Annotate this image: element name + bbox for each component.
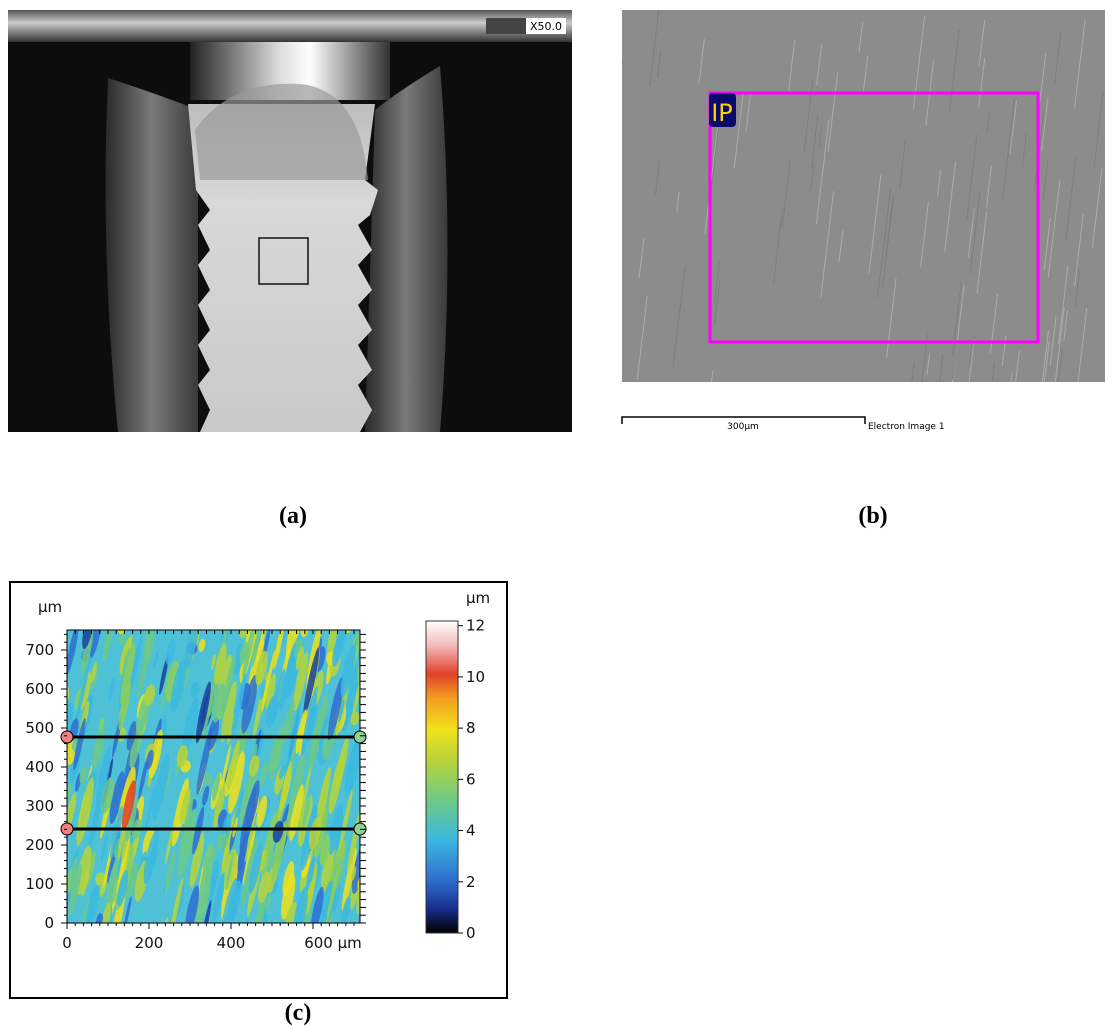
- image-name: Electron Image 1: [868, 422, 945, 432]
- panel-label: (c): [285, 1000, 312, 1026]
- region-label: IP: [711, 99, 733, 127]
- y-tick-label: 0: [44, 914, 54, 932]
- colorbar-tick-label: 2: [466, 873, 476, 891]
- colorbar-unit: µm: [466, 589, 490, 607]
- colorbar-tick-label: 8: [466, 719, 476, 737]
- y-tick-label: 500: [25, 719, 54, 737]
- figure: X50.0 (a) IP 300µm Electron Image 1 (b) …: [0, 0, 1105, 1026]
- streak: [617, 353, 623, 399]
- profile-end: [354, 731, 366, 743]
- x-tick-label: 200: [135, 934, 164, 952]
- x-tick-label: 400: [217, 934, 246, 952]
- colorbar: [426, 621, 458, 933]
- label-tab: [486, 18, 526, 34]
- y-tick-label: 400: [25, 758, 54, 776]
- bone-left: [106, 78, 198, 432]
- y-tick-label: 200: [25, 836, 54, 854]
- y-tick-label: 100: [25, 875, 54, 893]
- colorbar-tick-label: 6: [466, 770, 476, 788]
- colorbar-tick-label: 4: [466, 822, 476, 840]
- magnification: X50.0: [530, 20, 562, 33]
- y-tick-label: 700: [25, 641, 54, 659]
- panel-a: X50.0: [8, 10, 572, 432]
- x-tick-label: 600 µm: [304, 934, 362, 952]
- colorbar-tick-label: 12: [466, 617, 485, 635]
- colorbar-tick-label: 0: [466, 924, 476, 942]
- sem-image: [622, 10, 1105, 382]
- panel-b: IP 300µm Electron Image 1: [616, 10, 1105, 452]
- scale-bar-label: 300µm: [727, 422, 759, 432]
- x-tick-label: 0: [62, 934, 72, 952]
- profile-start: [61, 731, 73, 743]
- bone-right: [365, 66, 448, 432]
- streak: [616, 59, 623, 115]
- y-tick-label: 300: [25, 797, 54, 815]
- y-tick-label: 600: [25, 680, 54, 698]
- panel-label: (a): [279, 503, 307, 529]
- axis-unit: µm: [38, 598, 62, 616]
- colorbar-tick-label: 10: [466, 668, 485, 686]
- panel-label: (b): [858, 503, 887, 529]
